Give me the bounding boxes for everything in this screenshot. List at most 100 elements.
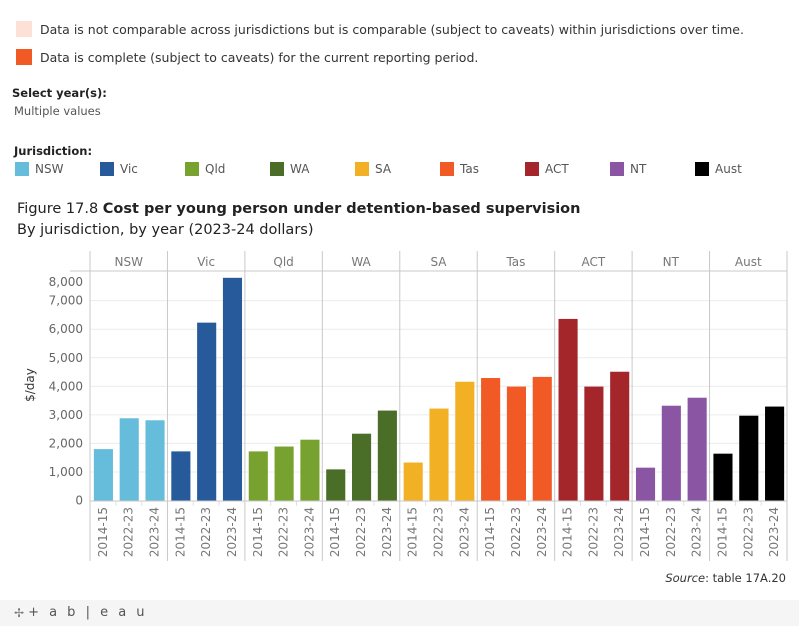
legend-swatch	[610, 162, 624, 176]
legend-item-qld[interactable]: Qld	[185, 162, 225, 176]
legend-note-label: Data is not comparable across jurisdicti…	[40, 21, 744, 37]
legend-swatch	[440, 162, 454, 176]
x-tick-label: 2014-15	[715, 507, 729, 557]
pane-header-nsw: NSW	[114, 255, 143, 269]
x-tick-label: 2023-24	[612, 507, 626, 557]
bar-tas-2022-23	[506, 386, 526, 501]
x-tick-label: 2022-23	[277, 507, 291, 557]
tableau-wordmark: + a b | e a u	[28, 605, 148, 620]
x-tick-label: 2023-24	[767, 507, 781, 557]
x-tick-label: 2023-24	[535, 507, 549, 557]
legend-item-tas[interactable]: Tas	[440, 162, 479, 176]
bar-aust-2023-24	[765, 406, 785, 501]
bar-chart: 0 1,000 2,000 3,000 4,000 5,000 6,000 7,000 8,00…	[23, 251, 788, 561]
x-tick-label: 2023-24	[380, 507, 394, 557]
legend-item-nt[interactable]: NT	[610, 162, 646, 176]
legend-note-not-comparable: Data is not comparable across jurisdicti…	[16, 21, 744, 37]
bar-sa-2022-23	[429, 408, 449, 501]
legend-label: ACT	[545, 162, 569, 176]
figure-title-text: Cost per young person under detention-ba…	[102, 201, 581, 217]
bar-wa-2023-24	[377, 410, 397, 501]
legend-label: NSW	[35, 162, 64, 176]
bar-qld-2022-23	[274, 446, 294, 501]
year-filter-dropdown[interactable]: Multiple values	[14, 104, 101, 118]
x-tick-label: 2023-24	[690, 507, 704, 557]
bar-nt-2014-15	[635, 467, 656, 501]
bar-aust-2014-15	[713, 453, 733, 501]
legend-swatch-light	[16, 21, 32, 37]
legend-swatch	[15, 162, 29, 176]
jurisdiction-legend: NSW Vic Qld WA SA Tas ACT NT Aust	[15, 162, 795, 178]
bar-vic-2022-23	[197, 322, 217, 501]
legend-label: Aust	[715, 162, 742, 176]
x-tick-label: 2023-24	[457, 507, 471, 557]
y-tick-label: 0	[75, 494, 83, 508]
x-tick-label: 2014-15	[406, 507, 420, 557]
x-tick-label: 2022-23	[354, 507, 368, 557]
bar-tas-2014-15	[481, 378, 501, 501]
x-tick-label: 2014-15	[251, 507, 265, 557]
legend-item-wa[interactable]: WA	[270, 162, 309, 176]
tableau-mark-icon: ✢	[14, 605, 25, 620]
x-tick-label: 2014-15	[96, 507, 110, 557]
x-tick-label: 2023-24	[225, 507, 239, 557]
legend-item-act[interactable]: ACT	[525, 162, 569, 176]
y-axis-title: $/day	[23, 368, 37, 402]
x-tick-label: 2022-23	[586, 507, 600, 557]
bar-aust-2022-23	[739, 415, 759, 501]
legend-label: Qld	[205, 162, 226, 176]
bar-wa-2014-15	[326, 469, 346, 501]
x-tick-label: 2022-23	[509, 507, 523, 557]
bar-tas-2023-24	[532, 376, 552, 501]
x-tick-label: 2022-23	[199, 507, 213, 557]
year-filter-label: Select year(s):	[12, 86, 107, 100]
pane-header-wa: WA	[351, 255, 371, 269]
bar-wa-2022-23	[352, 433, 372, 501]
x-tick-label: 2014-15	[328, 507, 342, 557]
legend-swatch	[270, 162, 284, 176]
y-tick-label: 4,000	[49, 379, 83, 393]
legend-item-sa[interactable]: SA	[355, 162, 391, 176]
y-tick-label: 5,000	[49, 351, 83, 365]
legend-swatch	[355, 162, 369, 176]
x-tick-label: 2014-15	[561, 507, 575, 557]
source-note: Source: table 17A.20	[665, 571, 786, 585]
y-tick-label: 6,000	[49, 322, 83, 336]
bar-act-2022-23	[584, 386, 604, 501]
x-tick-label: 2022-23	[741, 507, 755, 557]
y-tick-label: 8,000	[49, 275, 83, 289]
tableau-footer: ✢ + a b | e a u	[0, 600, 799, 626]
pane-header-nt: NT	[663, 255, 680, 269]
bar-act-2023-24	[610, 371, 630, 501]
y-tick-label: 2,000	[49, 436, 83, 450]
figure-title: Figure 17.8 Cost per young person under …	[17, 201, 580, 217]
source-label: Source	[665, 571, 706, 585]
x-tick-label: 2023-24	[302, 507, 316, 557]
legend-item-aust[interactable]: Aust	[695, 162, 742, 176]
legend-note-complete: Data is complete (subject to caveats) fo…	[16, 49, 478, 65]
legend-item-vic[interactable]: Vic	[100, 162, 138, 176]
bar-act-2014-15	[558, 318, 578, 501]
legend-swatch	[185, 162, 199, 176]
figure-subtitle: By jurisdiction, by year (2023-24 dollar…	[17, 222, 314, 238]
bar-nt-2023-24	[687, 397, 707, 501]
legend-swatch	[100, 162, 114, 176]
bar-nsw-2014-15	[93, 449, 113, 501]
legend-label: SA	[375, 162, 392, 176]
bar-qld-2023-24	[300, 439, 320, 501]
pane-header-qld: Qld	[273, 255, 293, 269]
bar-nsw-2023-24	[145, 420, 165, 501]
legend-label: Tas	[460, 162, 479, 176]
legend-item-nsw[interactable]: NSW	[15, 162, 63, 176]
y-tick-label: 3,000	[49, 408, 83, 422]
bar-vic-2014-15	[171, 451, 191, 501]
pane-header-sa: SA	[430, 255, 447, 269]
legend-note-label: Data is complete (subject to caveats) fo…	[40, 49, 479, 65]
y-tick-label: 1,000	[49, 465, 83, 479]
x-tick-label: 2022-23	[122, 507, 136, 557]
legend-label: NT	[630, 162, 647, 176]
tableau-logo[interactable]: ✢ + a b | e a u	[14, 605, 148, 620]
pane-header-aust: Aust	[735, 255, 762, 269]
bar-nsw-2022-23	[119, 418, 139, 501]
bar-vic-2023-24	[222, 277, 243, 501]
